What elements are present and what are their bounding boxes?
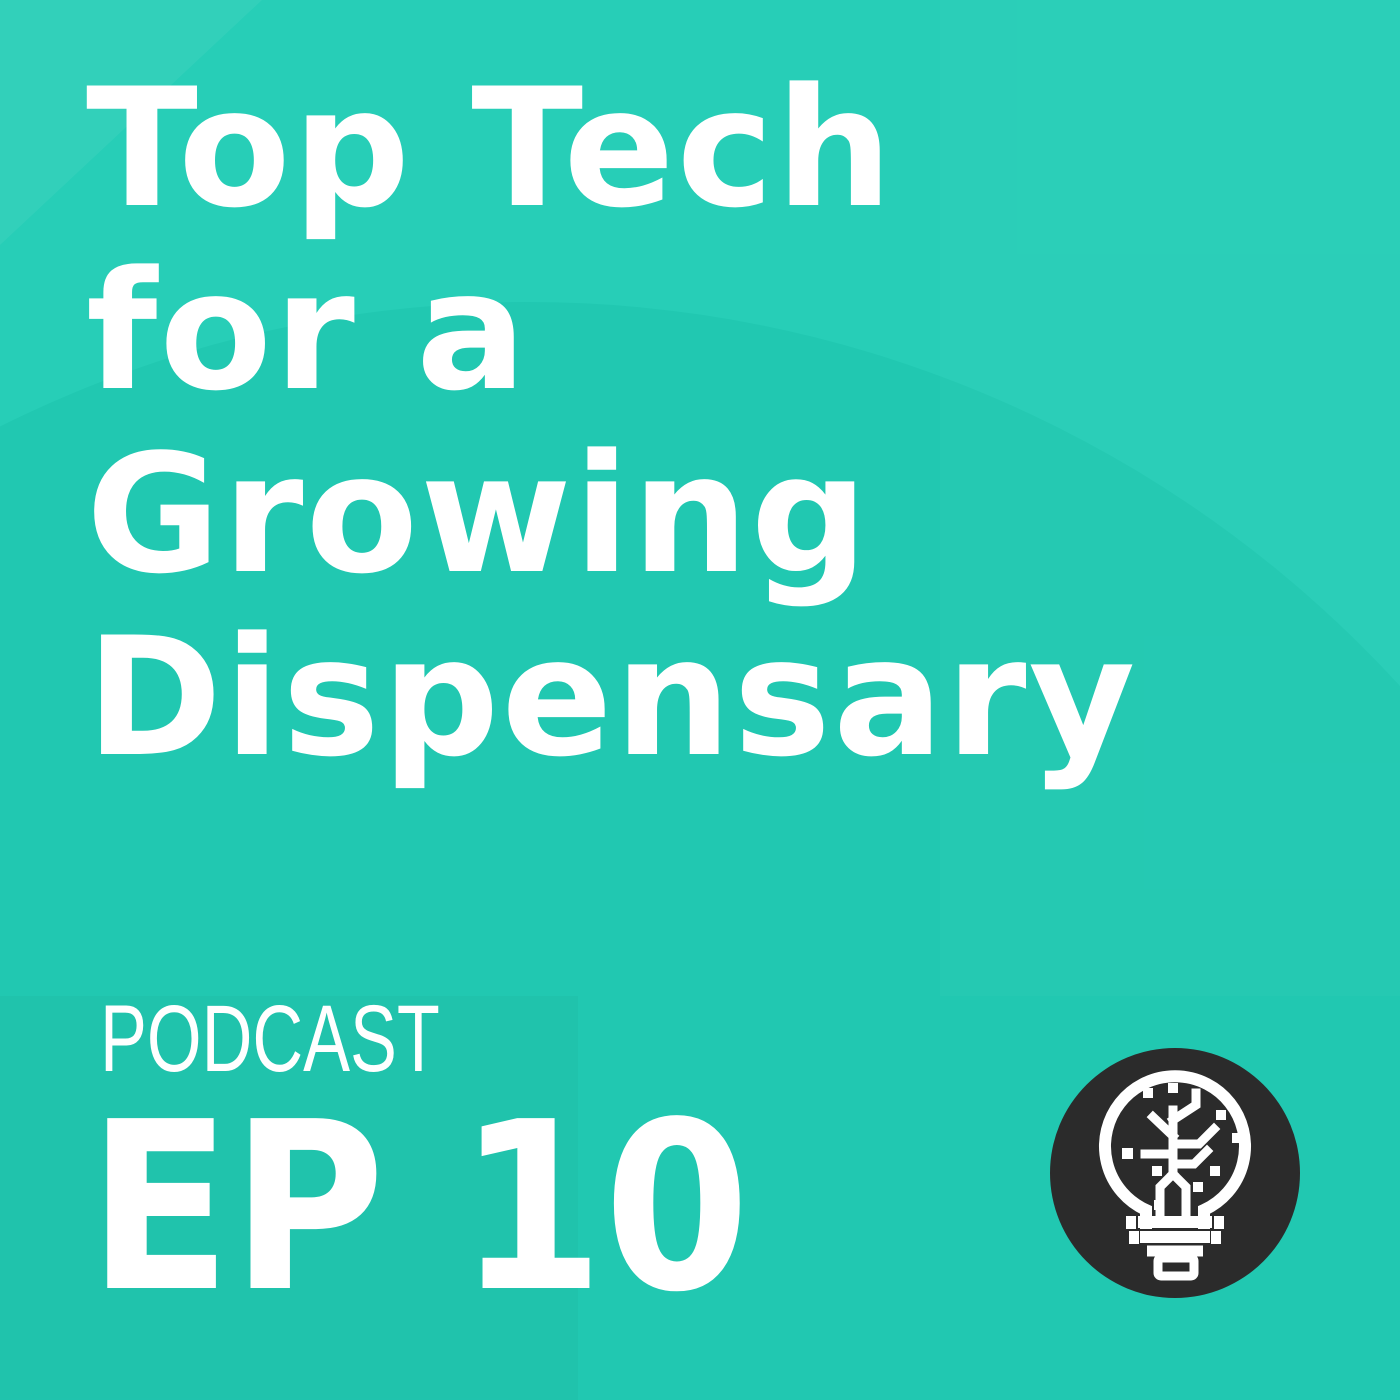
title-line-2: for a xyxy=(86,236,529,427)
episode-number-label: EP 10 xyxy=(88,1072,750,1343)
circuit-pixels xyxy=(1122,1083,1242,1210)
bulb-base-nubs xyxy=(1126,1216,1224,1244)
brand-logo xyxy=(1050,1048,1300,1298)
title-line-4: Dispensary xyxy=(86,602,1138,793)
circuit-tree xyxy=(1140,1088,1221,1223)
title-line-3: Growing xyxy=(86,419,871,610)
episode-title: Top Tech for a Growing Dispensary xyxy=(86,57,1137,789)
podcast-kicker-label: PODCAST xyxy=(100,986,440,1092)
bulb-glass-outline xyxy=(1099,1070,1251,1229)
circuit-lightbulb-icon xyxy=(1050,1048,1300,1298)
title-line-1: Top Tech xyxy=(86,53,895,244)
bulb-tip-outline xyxy=(1153,1253,1199,1281)
